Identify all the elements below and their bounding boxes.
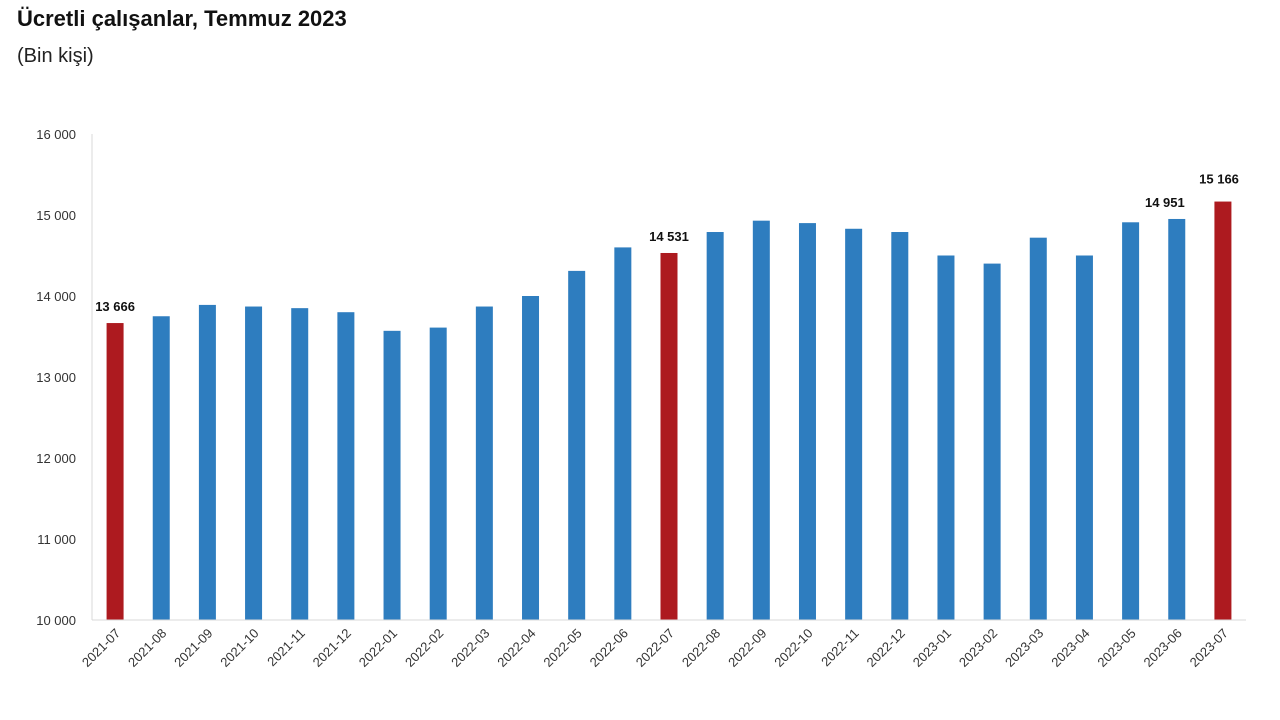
- bar-series: [106, 201, 1232, 621]
- x-tick-label: 2021-09: [171, 626, 215, 670]
- data-labels: 13 666 14 531 14 951 15 166: [95, 172, 1239, 314]
- y-tick-label: 12 000: [36, 451, 76, 466]
- y-tick-label: 10 000: [36, 613, 76, 628]
- bar-2021-11: [291, 308, 309, 620]
- y-tick-label: 15 000: [36, 208, 76, 223]
- x-tick-label: 2021-07: [79, 626, 123, 670]
- bar-2022-09: [752, 220, 770, 621]
- x-axis: 2021-07 2021-08 2021-09 2021-10 2021-11 2021-…: [79, 619, 1246, 670]
- bar-2022-01: [383, 330, 401, 620]
- x-tick-label: 2022-10: [771, 626, 815, 670]
- bar-2021-12: [337, 312, 355, 620]
- bar-2022-02: [429, 327, 447, 620]
- bar-2021-10: [245, 306, 263, 620]
- bar-2021-08: [152, 316, 170, 620]
- bar-2022-05: [568, 270, 586, 620]
- x-tick-label: 2022-12: [864, 626, 908, 670]
- bar-2022-04: [522, 296, 540, 620]
- x-tick-label: 2023-03: [1002, 626, 1046, 670]
- x-tick-label: 2022-08: [679, 626, 723, 670]
- data-label-2022-07: 14 531: [649, 229, 689, 244]
- x-tick-label: 2022-09: [725, 626, 769, 670]
- y-tick-label: 16 000: [36, 127, 76, 142]
- bar-2022-07: [660, 252, 678, 620]
- data-label-2021-07: 13 666: [95, 299, 135, 314]
- bar-2023-05: [1122, 222, 1140, 621]
- bar-2022-06: [614, 247, 632, 620]
- x-tick-label: 2022-03: [448, 626, 492, 670]
- bar-2021-09: [198, 304, 216, 620]
- y-tick-label: 14 000: [36, 289, 76, 304]
- bar-2022-12: [891, 232, 909, 620]
- bar-2023-02: [983, 263, 1001, 620]
- y-tick-label: 11 000: [37, 532, 76, 547]
- x-tick-label: 2021-10: [217, 626, 261, 670]
- data-label-2023-07: 15 166: [1199, 172, 1239, 187]
- x-tick-label: 2021-12: [310, 626, 354, 670]
- x-tick-label: 2022-06: [587, 626, 631, 670]
- x-tick-label: 2022-01: [356, 626, 400, 670]
- bar-2023-07: [1214, 201, 1232, 620]
- bar-2023-01: [937, 255, 955, 620]
- bar-2021-07: [106, 323, 124, 620]
- bar-2023-03: [1029, 237, 1047, 620]
- y-tick-label: 13 000: [36, 370, 76, 385]
- x-tick-label: 2023-05: [1094, 626, 1138, 670]
- x-tick-label: 2023-01: [910, 626, 954, 670]
- x-tick-label: 2023-04: [1048, 626, 1092, 670]
- bar-2023-06: [1168, 218, 1186, 620]
- x-tick-label: 2023-06: [1141, 626, 1185, 670]
- x-tick-label: 2022-07: [633, 626, 677, 670]
- x-tick-label: 2021-08: [125, 626, 169, 670]
- chart-title: Ücretli çalışanlar, Temmuz 2023: [17, 6, 347, 31]
- x-tick-label: 2022-11: [818, 626, 862, 670]
- bar-2022-08: [706, 232, 724, 620]
- x-tick-label: 2022-04: [494, 626, 538, 670]
- x-tick-label: 2023-07: [1187, 626, 1231, 670]
- x-tick-label: 2022-02: [402, 626, 446, 670]
- bar-2023-04: [1075, 255, 1093, 620]
- x-tick-label: 2021-11: [264, 626, 308, 670]
- chart-subtitle: (Bin kişi): [17, 45, 94, 67]
- bar-2022-10: [798, 223, 816, 620]
- x-tick-label: 2022-05: [540, 626, 584, 670]
- bar-2022-03: [475, 306, 493, 620]
- x-tick-label: 2023-02: [956, 626, 1000, 670]
- bar-2022-11: [845, 228, 863, 620]
- y-axis: 10 000 11 000 12 000 13 000 14 000 15 000 16 0…: [36, 127, 93, 628]
- data-label-2023-06: 14 951: [1145, 195, 1185, 210]
